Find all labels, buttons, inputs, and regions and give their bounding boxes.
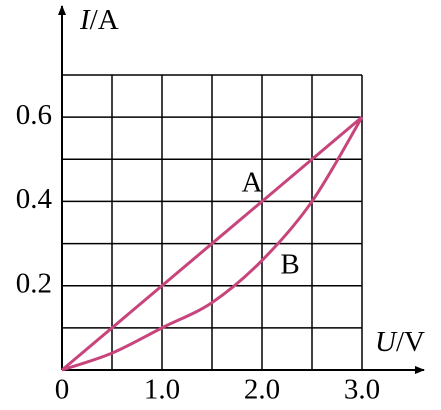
- curve-label: B: [280, 249, 299, 281]
- y-label-unit: /A: [90, 4, 119, 36]
- curve: [61, 115, 363, 372]
- x-tick-label: 2.0: [244, 374, 280, 406]
- x-label-unit: /V: [396, 326, 425, 358]
- y-label-symbol: I: [79, 4, 91, 36]
- x-tick-label: 1.0: [144, 374, 180, 406]
- y-tick-label: 0.6: [16, 99, 52, 131]
- y-tick-label: 0.2: [16, 267, 52, 299]
- y-tick-label: 0.4: [16, 183, 53, 215]
- y-axis-label: I/A: [79, 4, 119, 36]
- origin-label: 0: [55, 374, 70, 406]
- x-label-symbol: U: [375, 326, 398, 358]
- curve-label: A: [242, 167, 263, 199]
- x-tick-label: 3.0: [344, 374, 380, 406]
- curve: [61, 116, 364, 372]
- x-axis-label: U/V: [375, 326, 425, 358]
